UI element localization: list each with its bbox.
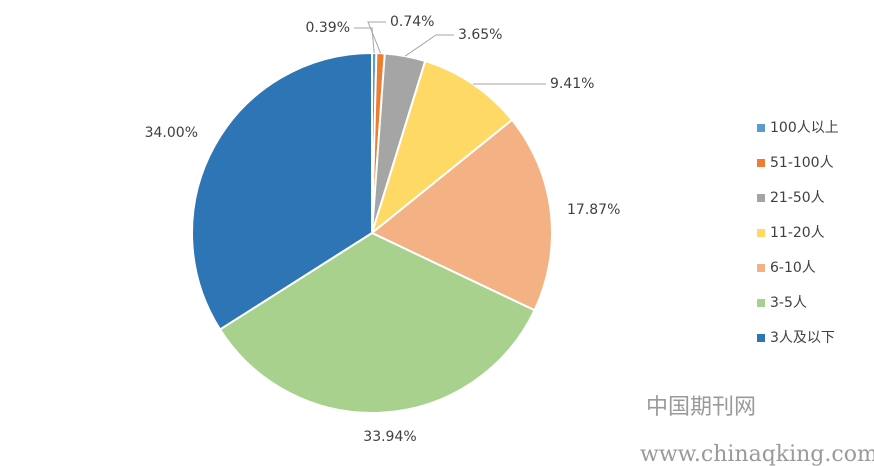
legend-swatch	[757, 194, 765, 202]
leader-line	[367, 21, 386, 54]
legend-label: 100人以上	[770, 120, 839, 136]
legend-swatch	[757, 264, 765, 272]
legend-label: 6-10人	[770, 260, 816, 276]
pie-slice	[370, 59, 514, 236]
data-label: 0.39%	[306, 20, 350, 36]
pie-slice	[370, 118, 553, 312]
leader-line	[354, 27, 375, 54]
legend-label: 21-50人	[770, 190, 825, 206]
watermark-url: www.chinaqking.com	[640, 442, 874, 466]
legend-swatch	[757, 229, 765, 237]
data-label: 0.74%	[390, 14, 434, 30]
pie-slice	[218, 231, 536, 414]
data-label: 3.65%	[458, 27, 502, 43]
legend-swatch	[757, 299, 765, 307]
legend-label: 3-5人	[770, 295, 807, 311]
data-label: 17.87%	[567, 202, 620, 218]
pie-slice	[191, 51, 373, 331]
legend-label: 11-20人	[770, 225, 825, 241]
legend-label: 51-100人	[770, 155, 834, 171]
legend-swatch	[757, 334, 765, 342]
legend-label: 3人及以下	[770, 330, 835, 346]
data-label: 34.00%	[145, 125, 198, 141]
watermark-title: 中国期刊网	[646, 395, 756, 420]
legend-swatch	[757, 124, 765, 132]
data-label: 9.41%	[550, 76, 594, 92]
leader-line	[404, 34, 454, 57]
data-label: 33.94%	[363, 429, 416, 445]
legend-swatch	[757, 159, 765, 167]
